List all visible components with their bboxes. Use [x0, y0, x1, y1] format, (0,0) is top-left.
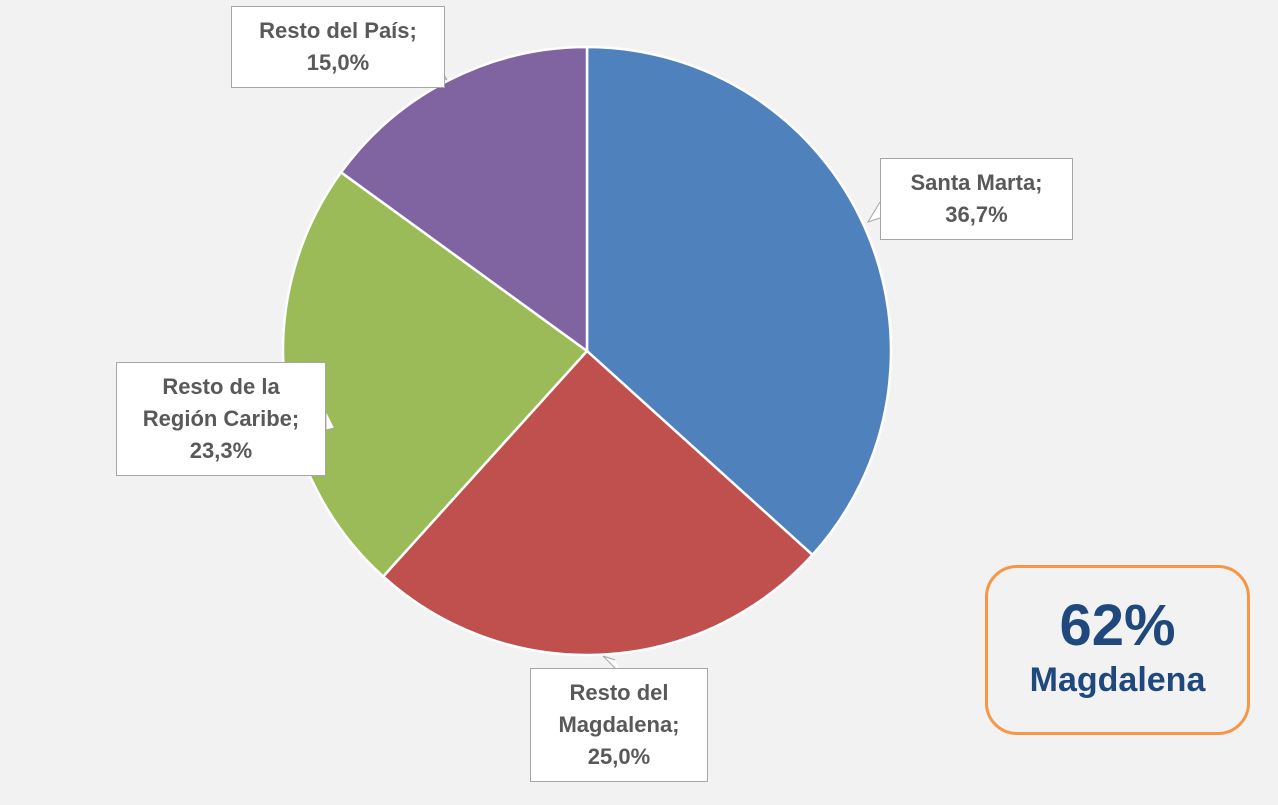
- data-label-value: 36,7%: [945, 202, 1008, 227]
- label-pointer: [866, 201, 881, 223]
- annotation-headline: 62%: [1059, 593, 1176, 658]
- pie-slice: [339, 45, 589, 354]
- data-label: Resto del Magdalena; 25,0%: [530, 668, 708, 782]
- pie-slice: [381, 349, 815, 657]
- label-pointer: [325, 412, 335, 431]
- data-label-value: 25,0%: [587, 744, 651, 769]
- data-label: Santa Marta; 36,7%: [880, 158, 1073, 240]
- data-label-category: Santa Marta;: [910, 170, 1043, 195]
- data-label-value: 23,3%: [189, 438, 253, 463]
- annotation-text: Magdalena: [1029, 661, 1206, 699]
- annotation-box: 62% Magdalena: [985, 565, 1250, 735]
- data-label: Resto de la Región Caribe; 23,3%: [116, 362, 326, 476]
- data-label-category: Resto del País;: [259, 18, 417, 43]
- data-label: Resto del País; 15,0%: [231, 6, 445, 88]
- data-label-value: 15,0%: [306, 50, 370, 75]
- data-label-category: Resto de la Región Caribe;: [142, 374, 300, 431]
- pie-slice: [585, 45, 893, 557]
- data-label-category: Resto del Magdalena;: [558, 680, 680, 737]
